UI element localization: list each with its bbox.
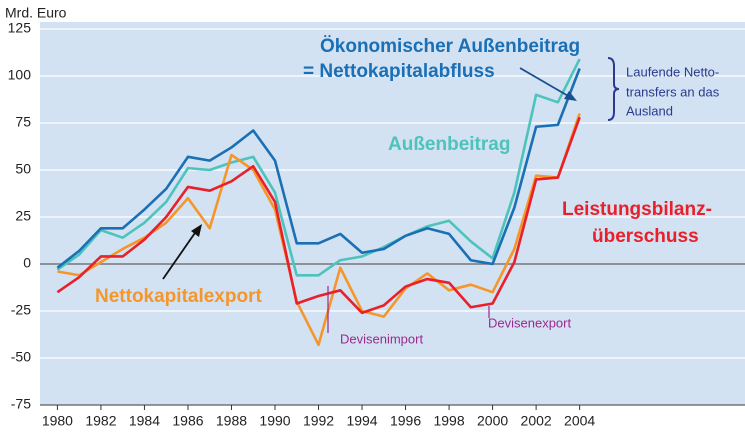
series-line [57,113,581,347]
x-tick-label: 2002 [521,413,552,429]
y-tick-label: 25 [15,208,31,224]
annotation: Ausland [626,103,673,118]
y-tick-label: 0 [23,255,31,271]
x-tick-label: 1992 [303,413,334,429]
arrow [519,67,571,98]
series-line [56,58,581,277]
y-tick-label: 75 [15,114,31,130]
arrow-head [564,91,577,101]
x-tick-label: 1994 [346,413,377,429]
annotation: transfers an das [626,84,720,99]
y-tick-label: -75 [11,396,31,412]
y-tick-label: 100 [8,67,32,83]
annotation: Devisenimport [340,331,423,346]
annotation: Laufende Netto- [626,64,719,79]
y-axis-label: Mrd. Euro [5,5,67,21]
x-tick-label: 1988 [216,413,247,429]
series-label: Leistungsbilanz- [562,199,712,220]
series-label: Außenbeitrag [388,134,510,155]
x-tick-label: 1980 [42,413,73,429]
x-tick-label: 1986 [172,413,203,429]
x-tick-label: 1984 [129,413,160,429]
y-tick-label: -25 [11,302,31,318]
series-line [56,116,581,315]
annotation: Devisenexport [488,315,571,330]
x-tick-label: 1990 [259,413,290,429]
x-tick-label: 2004 [564,413,595,429]
x-tick-label: 1982 [85,413,116,429]
y-tick-label: 50 [15,161,31,177]
arrow-head [191,224,202,237]
series-label: = Nettokapitalabfluss [303,61,495,82]
x-tick-label: 1998 [433,413,464,429]
series-label: Ökonomischer Außenbeitrag [320,36,580,57]
plot-background [40,22,745,405]
brace [607,57,620,121]
series-label: Nettokapitalexport [95,286,262,307]
series-label: überschuss [592,226,699,247]
x-tick-label: 2000 [477,413,508,429]
series-line [56,68,581,269]
x-tick-label: 1996 [390,413,421,429]
arrow [162,229,198,280]
y-tick-label: 125 [8,20,32,36]
y-tick-label: -50 [11,349,31,365]
